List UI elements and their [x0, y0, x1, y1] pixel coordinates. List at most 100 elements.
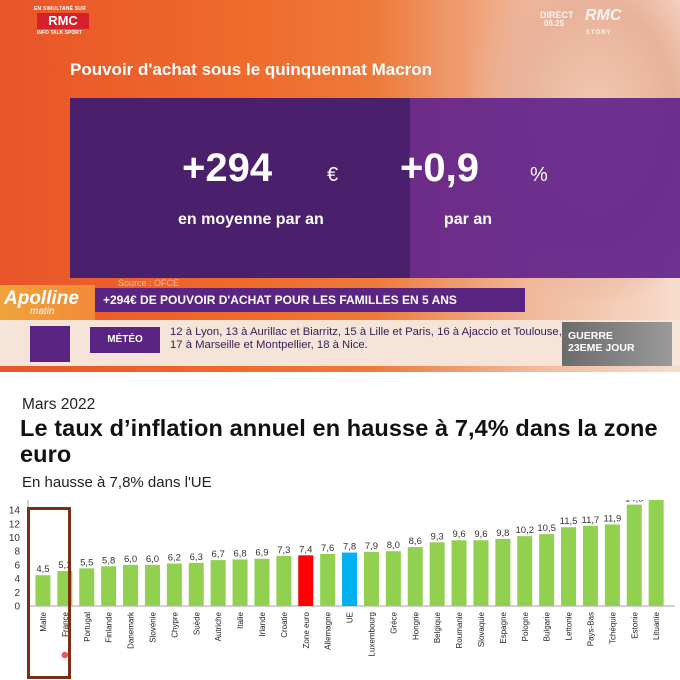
- bar-espagne: [495, 538, 511, 606]
- y-tick-label: 6: [14, 560, 20, 571]
- bar-tchéquie: [604, 524, 620, 606]
- value-label: 10,2: [516, 525, 535, 536]
- category-label: Finlande: [105, 611, 114, 642]
- direct-brand: RMC: [585, 7, 622, 24]
- y-tick-label: 8: [14, 547, 20, 558]
- bar-chypre: [166, 563, 182, 606]
- guerre-badge: GUERRE 23EME JOUR: [562, 322, 672, 366]
- bar-lettonie: [561, 527, 577, 606]
- category-label: Belgique: [433, 611, 442, 643]
- stat2-unit: %: [530, 164, 548, 186]
- value-label: 10,5: [537, 523, 556, 534]
- bar-ue: [342, 552, 358, 606]
- category-label: Bulgarie: [543, 611, 552, 641]
- category-label: France: [61, 611, 70, 636]
- chart-title: Le taux d’inflation annuel en hausse à 7…: [20, 415, 658, 467]
- bar-finlande: [101, 566, 117, 606]
- value-label: 7,4: [299, 544, 312, 555]
- chart-subtitle: En hausse à 7,8% dans l'UE: [22, 474, 212, 491]
- stat1-caption: en moyenne par an: [178, 211, 324, 228]
- value-label: 6,9: [255, 548, 268, 559]
- value-label: 9,8: [496, 528, 509, 539]
- bar-roumanie: [451, 540, 467, 606]
- category-label: Zone euro: [302, 611, 311, 648]
- category-label: Pologne: [521, 611, 530, 641]
- bar-suède: [188, 562, 204, 606]
- y-tick-label: 0: [14, 602, 20, 613]
- bar-portugal: [79, 568, 95, 606]
- tv-title: Pouvoir d'achat sous le quinquennat Macr…: [70, 60, 433, 79]
- stat2-value: +0,9: [400, 146, 479, 190]
- category-label: Irlande: [258, 611, 267, 636]
- stat1-unit: €: [327, 164, 339, 186]
- value-label: 6,3: [190, 552, 203, 563]
- bar-bulgarie: [539, 534, 555, 606]
- value-label: 6,0: [146, 554, 159, 565]
- category-label: Lettonie: [565, 611, 574, 640]
- bar-hongrie: [407, 547, 423, 606]
- y-tick-label: 14: [9, 506, 21, 517]
- value-label: 11,5: [560, 516, 578, 527]
- bar-grèce: [385, 551, 401, 606]
- category-label: Luxembourg: [367, 612, 376, 656]
- bar-slovénie: [144, 564, 160, 606]
- rmc-simulcast-label: EN SIMULTANÉ SUR: [34, 6, 86, 12]
- y-tick-label: 4: [14, 574, 20, 585]
- category-label: Italie: [236, 611, 245, 628]
- value-label: 7,6: [321, 543, 334, 554]
- category-label: Lituanie: [652, 611, 661, 640]
- category-label: Allemagne: [324, 611, 333, 649]
- value-label: 7,9: [365, 541, 378, 552]
- value-label: 9,6: [474, 529, 487, 540]
- value-label: 8,6: [409, 536, 422, 547]
- stat1-value: +294: [182, 146, 273, 190]
- bar-pays-bas: [582, 525, 598, 606]
- value-label: 6,2: [168, 553, 181, 564]
- show-logo-bg: [0, 285, 95, 321]
- bar-autriche: [210, 560, 226, 606]
- value-label: 5,1: [58, 560, 71, 571]
- category-label: Grèce: [389, 611, 398, 633]
- category-label: Portugal: [83, 612, 92, 642]
- inflation-bar-chart: 0 2 4 6 8 10 12 14 16 4,5 Malte 5,1 France 5,5 Portuga…: [9, 500, 675, 659]
- value-label: 4,5: [36, 564, 49, 575]
- category-label: Hongrie: [411, 611, 420, 640]
- value-label: 6,7: [212, 549, 225, 560]
- guerre-line2: 23EME JOUR: [568, 342, 635, 354]
- value-label: 7,3: [277, 545, 290, 556]
- france-dot-marker: [61, 651, 69, 659]
- value-label: 5,8: [102, 555, 115, 566]
- category-label: Pays-Bas: [586, 612, 595, 646]
- bar-estonie: [626, 504, 642, 606]
- category-label: Malte: [39, 611, 48, 631]
- direct-time: 06.25: [544, 19, 565, 28]
- value-label: 14,8: [625, 500, 644, 505]
- bar-luxembourg: [363, 551, 379, 606]
- bar-zone-euro: [298, 555, 314, 606]
- category-label: Chypre: [170, 611, 179, 637]
- bar-italie: [232, 559, 248, 606]
- meteo-text: 12 à Lyon, 13 à Aurillac et Biarritz, 15…: [170, 326, 562, 351]
- y-tick-label: 10: [9, 533, 21, 544]
- show-sub: matin: [30, 306, 55, 317]
- category-label: Slovaquie: [477, 611, 486, 647]
- rmc-tagline: INFO TALK SPORT: [37, 30, 82, 36]
- category-label: Slovénie: [148, 611, 157, 642]
- headline-banner: [95, 288, 525, 312]
- source-label: Source : OFCE: [118, 278, 180, 288]
- malte-france-highlight-box: [27, 507, 71, 679]
- bar-lituanie: [648, 500, 664, 606]
- bar-belgique: [429, 542, 445, 606]
- show-name: Apolline: [4, 288, 79, 309]
- headline-text: +294€ DE POUVOIR D'ACHAT POUR LES FAMILL…: [103, 293, 457, 307]
- category-label: Tchéquie: [608, 611, 617, 644]
- y-tick-label: 2: [14, 588, 20, 599]
- direct-story: STORY: [586, 30, 612, 36]
- category-label: Danemark: [127, 611, 136, 649]
- category-label: Suède: [192, 611, 201, 635]
- value-label: 9,6: [452, 529, 465, 540]
- meteo-square-icon: [30, 326, 70, 362]
- bar-malte: [35, 575, 51, 606]
- guerre-line1: GUERRE: [568, 330, 613, 342]
- value-label: 5,5: [80, 557, 93, 568]
